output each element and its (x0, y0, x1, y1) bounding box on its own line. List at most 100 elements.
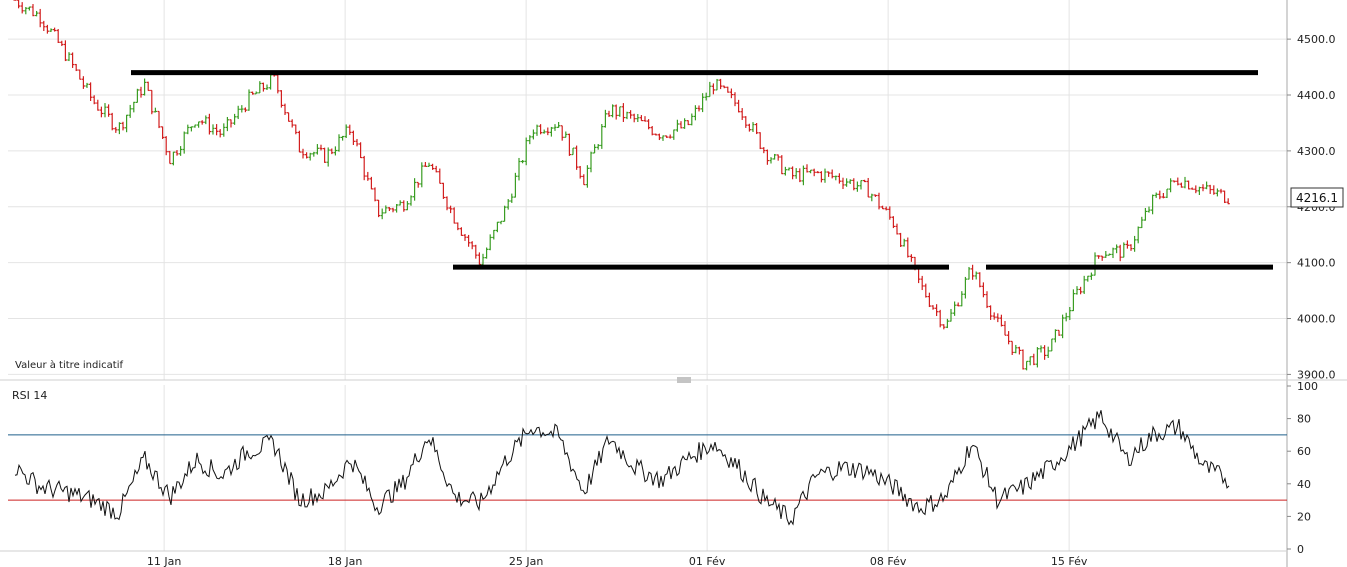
ohlc-bar (449, 205, 453, 214)
pane-resize-handle[interactable] (675, 375, 693, 385)
price-tick-label: 4400.0 (1297, 89, 1336, 102)
ohlc-bar (1223, 190, 1227, 204)
ohlc-bar (711, 83, 715, 95)
ohlc-bar (1140, 216, 1144, 229)
ohlc-bar (783, 166, 787, 176)
ohlc-bar (755, 122, 759, 135)
ohlc-bar (56, 29, 60, 44)
ohlc-bar (920, 275, 924, 291)
ohlc-bar (895, 223, 899, 235)
ohlc-bar (179, 146, 183, 156)
ohlc-bar (409, 195, 413, 206)
ohlc-bar (287, 112, 291, 122)
ohlc-bar (549, 126, 553, 137)
ohlc-bar (902, 238, 906, 247)
ohlc-bar (481, 253, 485, 266)
ohlc-bar (290, 119, 294, 128)
ohlc-bar (330, 148, 334, 155)
ohlc-bar (1039, 345, 1043, 353)
ohlc-bar (960, 291, 964, 307)
ohlc-bar (679, 121, 683, 129)
ohlc-bar (441, 182, 445, 199)
ohlc-bar (873, 194, 877, 197)
ohlc-bar (852, 178, 856, 191)
ohlc-bar (377, 199, 381, 218)
ohlc-bar (848, 179, 852, 185)
ohlc-bar (391, 207, 395, 213)
ohlc-bar (845, 178, 849, 187)
ohlc-bar (881, 205, 885, 210)
ohlc-bar (1165, 188, 1169, 199)
ohlc-bar (78, 69, 82, 80)
ohlc-bar (762, 147, 766, 154)
ohlc-bar (63, 40, 67, 62)
ohlc-bar (1161, 193, 1165, 199)
ohlc-bar (521, 159, 525, 164)
ohlc-bar (740, 108, 744, 121)
ohlc-bar (855, 181, 859, 192)
ohlc-bar (758, 132, 762, 150)
ohlc-bar (672, 129, 676, 140)
ohlc-bar (726, 86, 730, 93)
ohlc-bar (117, 122, 121, 135)
ohlc-bar (92, 95, 96, 105)
ohlc-bar (819, 171, 823, 183)
ohlc-bar (1079, 286, 1083, 295)
ohlc-bar (492, 229, 496, 240)
ohlc-bar (96, 99, 100, 111)
ohlc-bar (431, 163, 435, 170)
ohlc-bar (427, 162, 431, 168)
ohlc-bar (1014, 344, 1018, 354)
ohlc-bar (31, 4, 35, 17)
ohlc-bar (423, 161, 427, 168)
ohlc-bar (53, 27, 57, 32)
ohlc-bar (135, 88, 139, 104)
ohlc-bar (963, 276, 967, 299)
ohlc-bar (200, 120, 204, 125)
ohlc-bar (215, 124, 219, 136)
ohlc-bar (1115, 244, 1119, 254)
ohlc-bar (1053, 329, 1057, 343)
ohlc-bar (1143, 207, 1147, 221)
ohlc-bar (531, 129, 535, 140)
ohlc-bar (1151, 194, 1155, 215)
ohlc-bar (927, 292, 931, 308)
ohlc-bar (787, 167, 791, 171)
ohlc-bar (186, 124, 190, 135)
ohlc-bar (240, 105, 244, 113)
ohlc-bar (823, 168, 827, 183)
ohlc-bar (499, 220, 503, 225)
ohlc-bar (1147, 206, 1151, 213)
ohlc-bar (665, 135, 669, 138)
price-tick-label: 3900.0 (1297, 368, 1336, 381)
last-price-label: 4216.1 (1296, 191, 1338, 205)
ohlc-bar (474, 244, 478, 259)
ohlc-bar (791, 166, 795, 180)
rsi-tick-label: 80 (1297, 413, 1311, 426)
ohlc-bar (17, 0, 21, 9)
ohlc-bar (859, 179, 863, 190)
ohlc-bar (333, 146, 337, 156)
ohlc-bar (891, 216, 895, 229)
ohlc-bar (71, 52, 75, 68)
ohlc-bar (49, 28, 53, 32)
price-tick-label: 4300.0 (1297, 145, 1336, 158)
ohlc-bar (629, 110, 633, 119)
price-tick-label: 4100.0 (1297, 257, 1336, 270)
ohlc-bar (103, 103, 107, 118)
ohlc-bar (405, 201, 409, 211)
ohlc-bar (654, 133, 658, 136)
ohlc-bar (387, 207, 391, 212)
ohlc-bar (769, 157, 773, 164)
ohlc-bar (283, 103, 287, 116)
ohlc-bar (218, 129, 222, 138)
ohlc-bar (524, 137, 528, 166)
ohlc-bar (708, 81, 712, 98)
ohlc-bar (1025, 360, 1029, 371)
ohlc-bar (863, 179, 867, 183)
ohlc-bar (247, 89, 251, 111)
ohlc-bar (974, 271, 978, 280)
ohlc-bar (207, 113, 211, 135)
ohlc-bar (906, 237, 910, 258)
